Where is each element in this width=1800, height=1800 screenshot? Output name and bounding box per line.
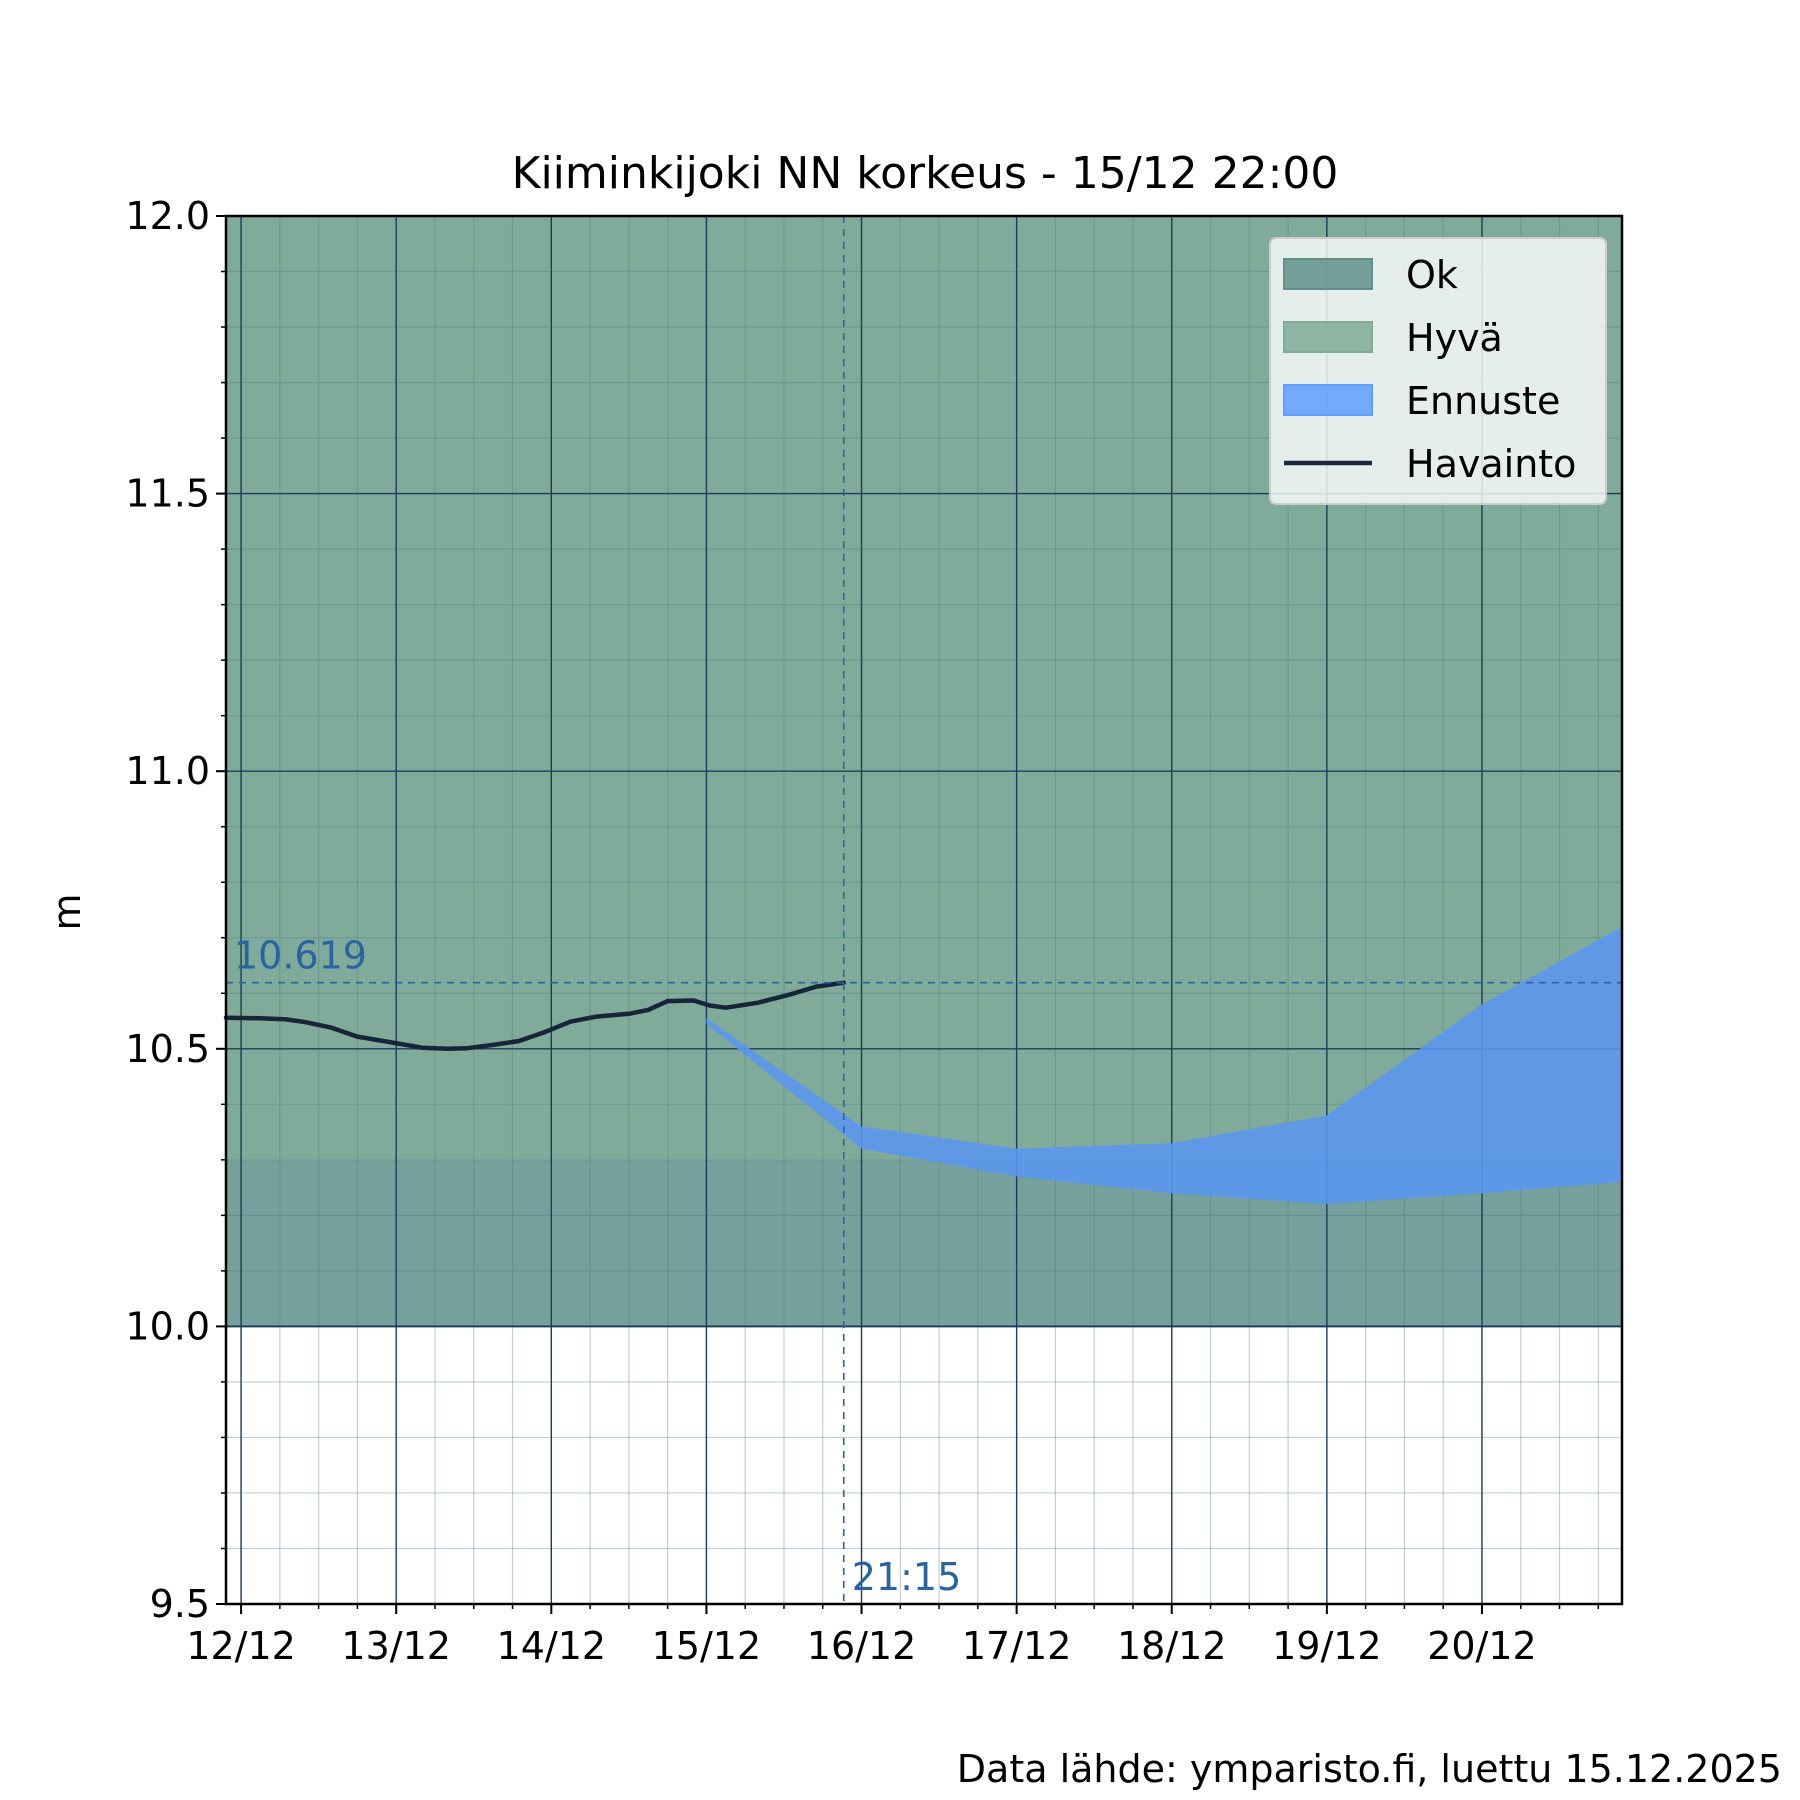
y-tick-label: 10.0 <box>125 1304 210 1348</box>
x-tick-label: 12/12 <box>186 1624 296 1668</box>
x-tick-label: 14/12 <box>497 1624 607 1668</box>
legend-swatch-hyv <box>1283 321 1373 353</box>
legend-label-havainto: Havainto <box>1406 442 1576 486</box>
y-tick-label: 10.5 <box>125 1027 210 1071</box>
y-tick-label: 11.0 <box>125 749 210 793</box>
y-axis-label: m <box>45 893 89 930</box>
level-marker-label: 10.619 <box>234 934 367 978</box>
legend: Ok Hyvä Ennuste Havainto <box>1269 237 1607 505</box>
forecast-layer <box>706 926 1622 1205</box>
observation-layer <box>223 980 847 1052</box>
y-axis: 9.5 10.0 10.5 11.0 11.5 12.0 <box>125 194 226 1626</box>
y-tick-label: 11.5 <box>125 472 210 516</box>
legend-label-hyv: Hyvä <box>1406 316 1503 360</box>
observation-line <box>223 980 847 1052</box>
x-tick-label: 19/12 <box>1272 1624 1382 1668</box>
legend-swatch-ennuste <box>1283 384 1373 416</box>
legend-box <box>1269 237 1607 505</box>
forecast-band <box>706 926 1622 1205</box>
x-axis: 12/12 13/12 14/12 15/12 16/12 17/12 18/12 19/12… <box>186 1604 1600 1668</box>
source-note: Data lähde: ymparisto.fi, luettu 15.12.2… <box>957 1747 1782 1791</box>
legend-label-ennuste: Ennuste <box>1406 379 1560 423</box>
legend-swatch-ok <box>1283 258 1373 290</box>
x-tick-label: 13/12 <box>341 1624 451 1668</box>
y-tick-label: 9.5 <box>150 1582 210 1626</box>
chart-title: Kiiminkijoki NN korkeus - 15/12 22:00 <box>512 148 1339 199</box>
plot-frame <box>224 214 1624 1606</box>
time-marker-label: 21:15 <box>852 1555 962 1599</box>
x-tick-label: 17/12 <box>962 1624 1072 1668</box>
annotation-layer: 10.619 21:15 <box>226 216 1622 1604</box>
x-tick-label: 16/12 <box>807 1624 917 1668</box>
legend-label-ok: Ok <box>1406 253 1458 297</box>
x-tick-label: 18/12 <box>1117 1624 1227 1668</box>
y-tick-label: 12.0 <box>125 194 210 238</box>
x-tick-label: 20/12 <box>1427 1624 1537 1668</box>
x-tick-label: 15/12 <box>652 1624 762 1668</box>
